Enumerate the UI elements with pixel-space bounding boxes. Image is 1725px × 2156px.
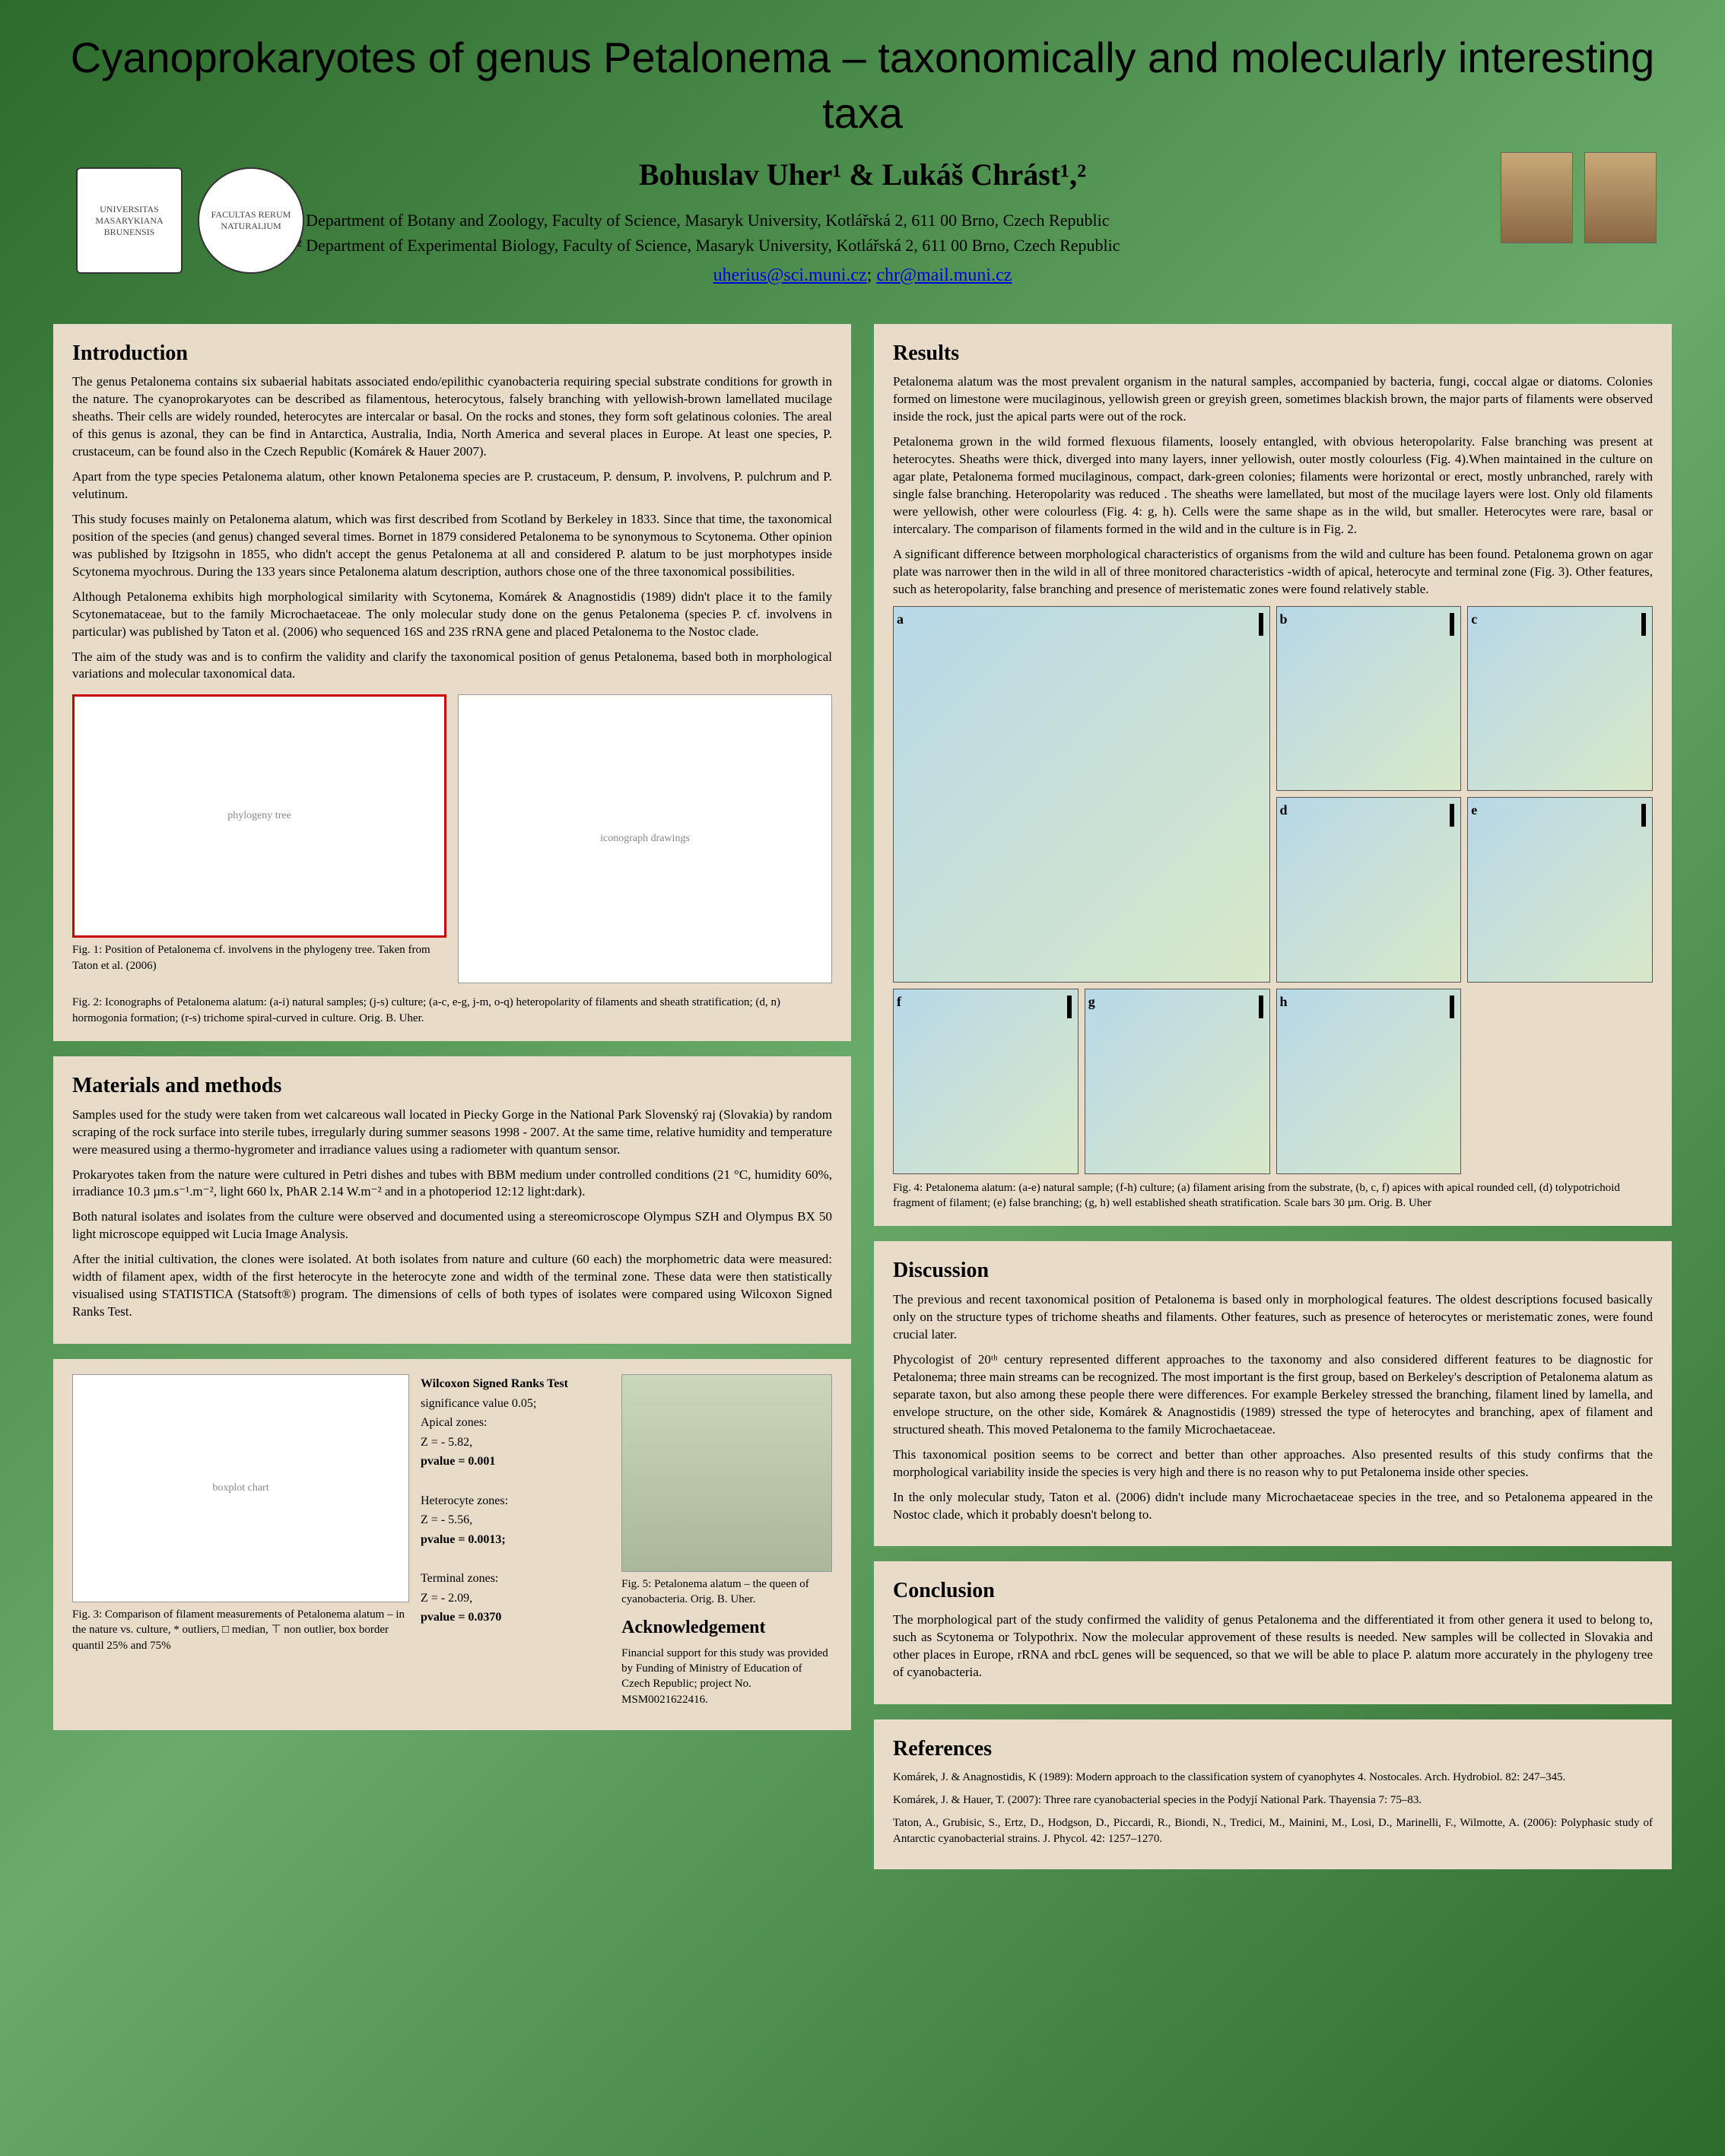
micrograph-e: e xyxy=(1467,797,1653,983)
university-logo-1: UNIVERSITAS MASARYKIANA BRUNENSIS xyxy=(76,167,183,274)
author-photo-2 xyxy=(1584,152,1657,243)
conclusion-heading: Conclusion xyxy=(893,1577,1653,1605)
results-heading: Results xyxy=(893,339,1653,368)
affiliation-1: ¹ Department of Botany and Zoology, Facu… xyxy=(297,208,1444,233)
intro-p4: Although Petalonema exhibits high morpho… xyxy=(72,589,832,641)
email-link-2[interactable]: chr@mail.muni.cz xyxy=(876,265,1012,285)
micrograph-c: c xyxy=(1467,606,1653,792)
discussion-p3: This taxonomical position seems to be co… xyxy=(893,1446,1653,1481)
discussion-heading: Discussion xyxy=(893,1256,1653,1285)
micrograph-a: a xyxy=(893,606,1270,983)
ref-2: Komárek, J. & Hauer, T. (2007): Three ra… xyxy=(893,1792,1653,1808)
introduction-heading: Introduction xyxy=(72,339,832,368)
intro-p1: The genus Petalonema contains six subaer… xyxy=(72,373,832,461)
intro-p5: The aim of the study was and is to confi… xyxy=(72,649,832,684)
methods-p4: After the initial cultivation, the clone… xyxy=(72,1251,832,1321)
discussion-p2: Phycologist of 20ᵗʰ century represented … xyxy=(893,1351,1653,1439)
results-p1: Petalonema alatum was the most prevalent… xyxy=(893,373,1653,426)
micrograph-d: d xyxy=(1276,797,1462,983)
figure-3-boxplot: boxplot chart xyxy=(72,1374,409,1602)
author-photo-1 xyxy=(1501,152,1573,243)
methods-section: Materials and methods Samples used for t… xyxy=(53,1056,851,1344)
figure-4-grid: a b c d e f g h xyxy=(893,606,1653,1174)
methods-p2: Prokaryotes taken from the nature were c… xyxy=(72,1167,832,1202)
conclusion-section: Conclusion The morphological part of the… xyxy=(874,1561,1672,1704)
conclusion-p: The morphological part of the study conf… xyxy=(893,1611,1653,1681)
ack-heading: Acknowledgement xyxy=(621,1615,832,1640)
results-p3: A significant difference between morphol… xyxy=(893,546,1653,599)
intro-p3: This study focuses mainly on Petalonema … xyxy=(72,511,832,581)
emails: uherius@sci.muni.cz; chr@mail.muni.cz xyxy=(53,265,1672,286)
micrograph-b: b xyxy=(1276,606,1462,792)
fig3-caption: Fig. 3: Comparison of filament measureme… xyxy=(72,1607,409,1653)
discussion-p1: The previous and recent taxonomical posi… xyxy=(893,1291,1653,1344)
references-section: References Komárek, J. & Anagnostidis, K… xyxy=(874,1719,1672,1869)
references-heading: References xyxy=(893,1735,1653,1764)
poster-title: Cyanoprokaryotes of genus Petalonema – t… xyxy=(53,30,1672,141)
fig4-caption: Fig. 4: Petalonema alatum: (a-e) natural… xyxy=(893,1180,1653,1211)
fig2-caption: Fig. 2: Iconographs of Petalonema alatum… xyxy=(72,995,832,1026)
introduction-section: Introduction The genus Petalonema contai… xyxy=(53,324,851,1041)
email-link-1[interactable]: uherius@sci.muni.cz xyxy=(713,265,867,285)
figure-5-photo xyxy=(621,1374,832,1572)
micrograph-f: f xyxy=(893,989,1079,1174)
micrograph-g: g xyxy=(1085,989,1270,1174)
fig1-caption: Fig. 1: Position of Petalonema cf. invol… xyxy=(72,942,446,973)
ack-text: Financial support for this study was pro… xyxy=(621,1646,832,1707)
affiliation-2: ² Department of Experimental Biology, Fa… xyxy=(297,233,1444,258)
results-p2: Petalonema grown in the wild formed flex… xyxy=(893,433,1653,538)
discussion-section: Discussion The previous and recent taxon… xyxy=(874,1241,1672,1546)
figure-2-iconographs: iconograph drawings xyxy=(458,694,832,983)
fig5-caption: Fig. 5: Petalonema alatum – the queen of… xyxy=(621,1577,832,1608)
methods-p1: Samples used for the study were taken fr… xyxy=(72,1107,832,1159)
ref-3: Taton, A., Grubisic, S., Ertz, D., Hodgs… xyxy=(893,1815,1653,1846)
intro-p2: Apart from the type species Petalonema a… xyxy=(72,468,832,503)
wilcoxon-stats: Wilcoxon Signed Ranks Test significance … xyxy=(421,1374,610,1715)
methods-p3: Both natural isolates and isolates from … xyxy=(72,1208,832,1243)
ref-1: Komárek, J. & Anagnostidis, K (1989): Mo… xyxy=(893,1770,1653,1785)
discussion-p4: In the only molecular study, Taton et al… xyxy=(893,1489,1653,1524)
methods-heading: Materials and methods xyxy=(72,1072,832,1100)
figure-1-phylogeny: phylogeny tree xyxy=(72,694,446,938)
results-section: Results Petalonema alatum was the most p… xyxy=(874,324,1672,1227)
figure-3-section: boxplot chart Fig. 3: Comparison of fila… xyxy=(53,1359,851,1730)
authors: Bohuslav Uher¹ & Lukáš Chrást¹,² xyxy=(53,157,1672,192)
university-logo-2: FACULTAS RERUM NATURALIUM xyxy=(198,167,304,274)
micrograph-h: h xyxy=(1276,989,1462,1174)
